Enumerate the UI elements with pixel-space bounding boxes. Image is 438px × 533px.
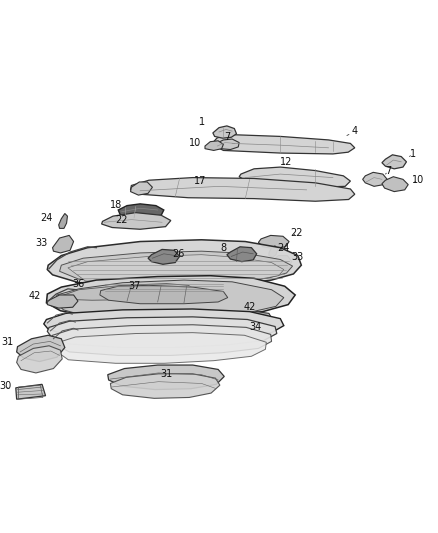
Polygon shape bbox=[17, 346, 62, 373]
Polygon shape bbox=[205, 141, 223, 150]
Text: 24: 24 bbox=[278, 243, 290, 253]
Text: 10: 10 bbox=[412, 175, 424, 185]
Polygon shape bbox=[68, 255, 284, 284]
Polygon shape bbox=[53, 236, 74, 253]
Polygon shape bbox=[47, 295, 78, 308]
Text: 1: 1 bbox=[199, 117, 205, 127]
Polygon shape bbox=[363, 172, 387, 187]
Polygon shape bbox=[55, 280, 284, 318]
Text: 34: 34 bbox=[250, 321, 262, 332]
Polygon shape bbox=[131, 182, 152, 195]
Text: 18: 18 bbox=[110, 200, 122, 210]
Polygon shape bbox=[47, 317, 277, 348]
Polygon shape bbox=[51, 325, 272, 356]
Polygon shape bbox=[239, 312, 272, 326]
Text: 12: 12 bbox=[280, 157, 293, 167]
Text: 17: 17 bbox=[194, 176, 207, 186]
Polygon shape bbox=[59, 214, 67, 229]
Polygon shape bbox=[118, 204, 164, 218]
Text: 33: 33 bbox=[35, 238, 47, 248]
Text: 33: 33 bbox=[292, 252, 304, 262]
Text: 7: 7 bbox=[385, 166, 392, 176]
Text: 8: 8 bbox=[220, 243, 226, 253]
Polygon shape bbox=[258, 236, 289, 248]
Text: 1: 1 bbox=[410, 149, 416, 159]
Polygon shape bbox=[239, 167, 350, 187]
Polygon shape bbox=[213, 126, 237, 138]
Polygon shape bbox=[102, 213, 171, 229]
Polygon shape bbox=[17, 335, 65, 361]
Text: 10: 10 bbox=[189, 138, 201, 148]
Text: 36: 36 bbox=[72, 279, 84, 288]
Polygon shape bbox=[60, 251, 293, 282]
Polygon shape bbox=[53, 333, 266, 364]
Text: 26: 26 bbox=[173, 249, 185, 259]
Polygon shape bbox=[382, 155, 406, 169]
Text: 31: 31 bbox=[1, 337, 13, 348]
Text: 22: 22 bbox=[116, 215, 128, 224]
Polygon shape bbox=[47, 240, 301, 287]
Text: 24: 24 bbox=[40, 213, 53, 223]
Polygon shape bbox=[214, 135, 355, 154]
Polygon shape bbox=[269, 255, 292, 270]
Polygon shape bbox=[44, 309, 284, 340]
Polygon shape bbox=[227, 247, 257, 262]
Text: 22: 22 bbox=[291, 228, 303, 238]
Polygon shape bbox=[215, 139, 239, 150]
Text: 42: 42 bbox=[244, 302, 256, 312]
Polygon shape bbox=[269, 246, 278, 257]
Text: 31: 31 bbox=[160, 369, 173, 379]
Text: 30: 30 bbox=[0, 381, 11, 391]
Text: 7: 7 bbox=[225, 132, 231, 142]
Text: 4: 4 bbox=[347, 126, 358, 136]
Polygon shape bbox=[131, 177, 355, 201]
Polygon shape bbox=[61, 284, 197, 300]
Polygon shape bbox=[16, 384, 46, 399]
Polygon shape bbox=[100, 285, 228, 304]
Polygon shape bbox=[382, 177, 408, 191]
Polygon shape bbox=[110, 374, 220, 398]
Text: 42: 42 bbox=[29, 291, 41, 301]
Polygon shape bbox=[46, 276, 295, 319]
Polygon shape bbox=[148, 249, 180, 264]
Polygon shape bbox=[108, 365, 224, 390]
Text: 37: 37 bbox=[128, 281, 140, 291]
